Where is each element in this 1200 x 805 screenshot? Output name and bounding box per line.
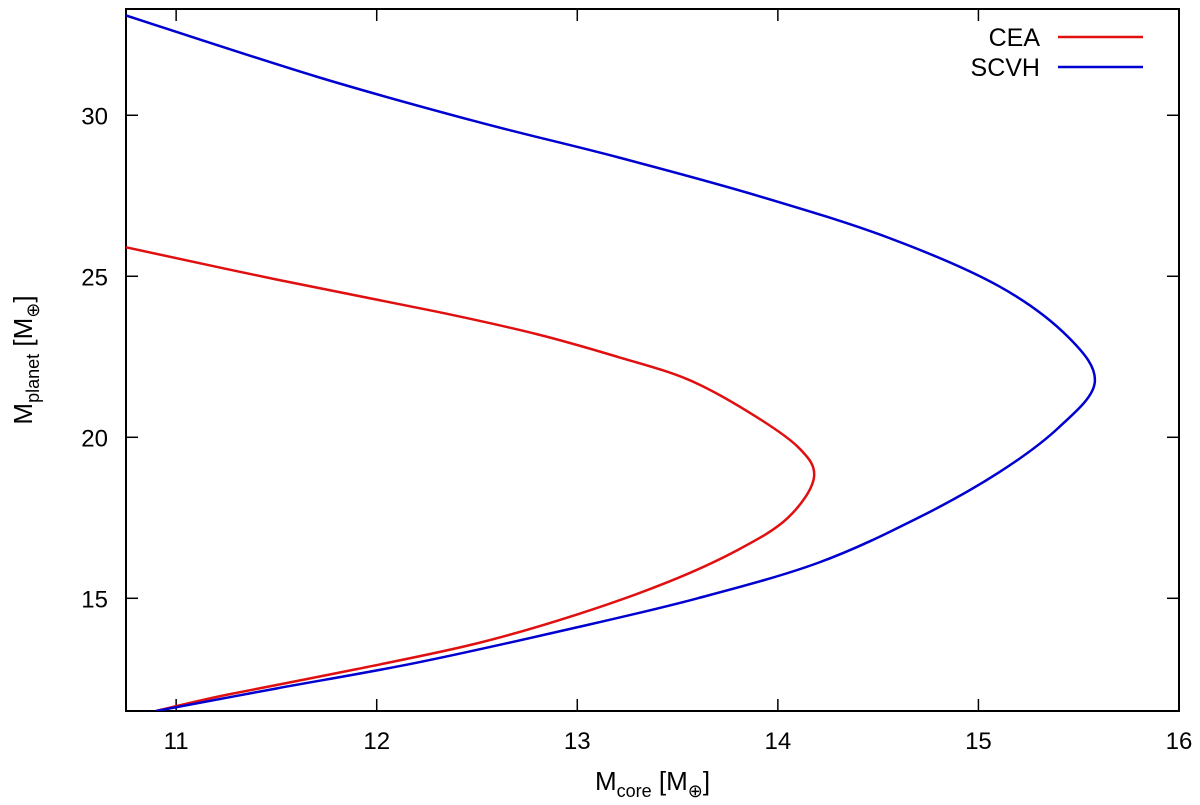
x-tick-label: 14 [765,728,792,755]
y-tick-label: 15 [81,586,108,613]
x-axis-label: Mcore [M⊕] [595,766,710,801]
series-line-scvh [126,14,1097,711]
series-line-cea [126,246,816,711]
x-tick-label: 16 [1166,728,1193,755]
x-tick-label: 15 [965,728,992,755]
x-tick-label: 13 [564,728,591,755]
y-tick-label: 30 [81,103,108,130]
axis-tick-labels: 11 12 13 14 15 16 15 20 25 30 [81,103,1192,755]
x-tick-label: 12 [363,728,390,755]
x-tick-label: 11 [164,728,189,755]
plot-area-frame [125,8,1180,712]
legend-label-cea: CEA [989,24,1041,52]
y-tick-label: 20 [81,425,108,452]
legend-label-scvh: SCVH [971,54,1040,82]
axis-ticks [126,9,1180,711]
y-tick-label: 25 [81,264,108,291]
y-axis-label: Mplanet [M⊕] [8,295,43,424]
series-layer [126,14,1097,711]
